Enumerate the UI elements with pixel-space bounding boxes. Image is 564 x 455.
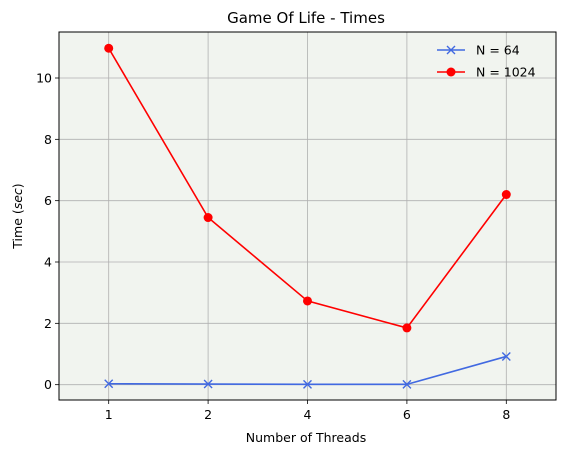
legend-entry: N = 1024 [437,65,536,80]
chart-title: Game Of Life - Times [227,9,385,27]
y-axis-label-suffix: ) [10,183,25,188]
y-axis-label: Time (sec) [10,183,25,249]
x-tick-label: 2 [204,407,212,422]
legend-marker [446,45,456,55]
x-axis-label: Number of Threads [246,430,366,445]
data-point [501,190,511,200]
y-axis-label-unit: sec [10,188,25,209]
data-point [203,379,213,389]
y-tick-label: 2 [44,316,52,331]
y-tick-label: 6 [44,193,52,208]
series-2 [104,43,511,333]
series-layer [104,43,511,389]
legend-marker [446,67,456,77]
legend-label: N = 1024 [476,65,536,80]
y-axis-ticks: 0 2 4 6 8 10 [36,71,59,392]
y-tick-label: 0 [44,377,52,392]
x-tick-label: 6 [403,407,411,422]
y-tick-label: 4 [44,255,52,270]
y-tick-label: 8 [44,132,52,147]
x-axis-ticks: 1 2 4 6 8 [105,400,510,422]
data-point [104,379,114,389]
y-tick-label: 10 [36,71,52,86]
legend-entry: N = 64 [437,43,520,58]
data-point [104,43,114,53]
x-tick-label: 8 [502,407,510,422]
legend: N = 64 N = 1024 [437,43,536,80]
y-axis-label-prefix: Time ( [10,209,25,249]
data-point [402,379,412,389]
x-tick-label: 1 [105,407,113,422]
data-point [303,296,312,306]
x-tick-label: 4 [304,407,312,422]
data-point [203,213,213,223]
data-point [303,379,312,389]
series-1 [104,351,511,389]
data-point [402,323,412,333]
legend-label: N = 64 [476,43,520,58]
data-point [501,351,511,361]
